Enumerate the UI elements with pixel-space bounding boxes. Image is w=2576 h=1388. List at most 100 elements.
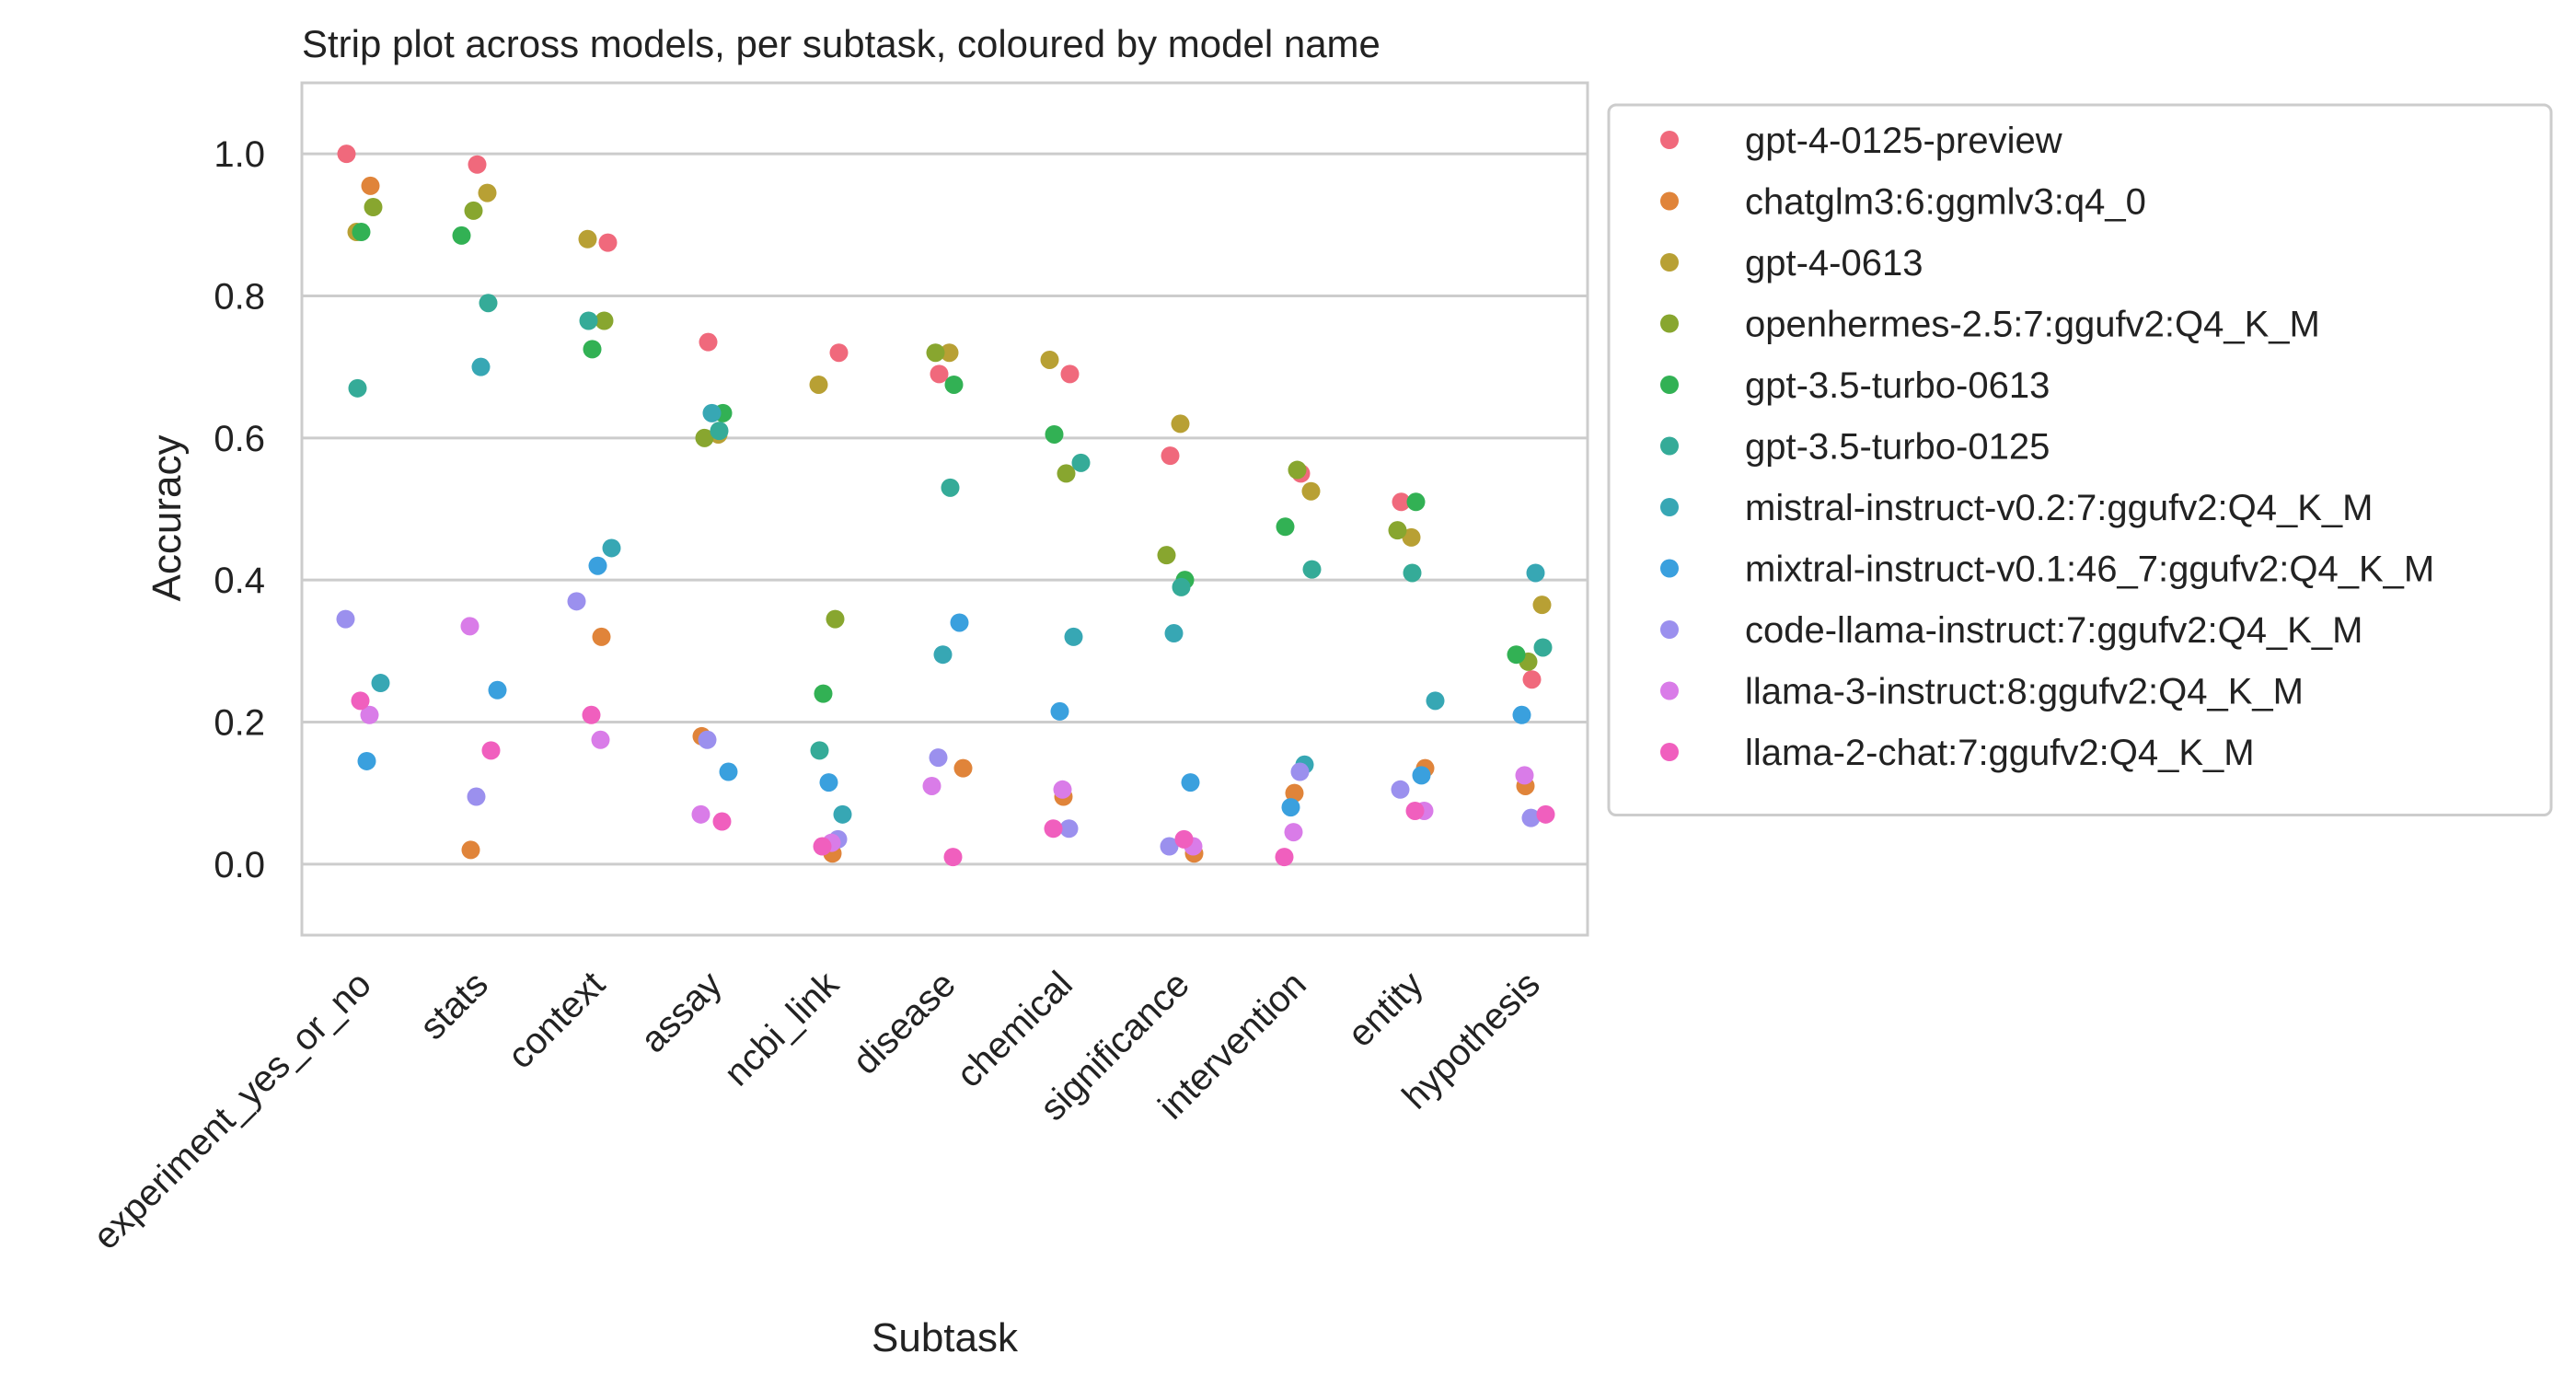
data-point — [1533, 638, 1553, 657]
data-point — [583, 340, 602, 359]
data-point — [1391, 780, 1410, 799]
data-point — [1281, 798, 1300, 817]
data-point — [1053, 780, 1072, 799]
legend-label: code-llama-instruct:7:ggufv2:Q4_K_M — [1745, 610, 2362, 651]
gridlines — [302, 152, 1588, 866]
data-point — [702, 403, 722, 422]
data-point — [1302, 560, 1322, 579]
legend-label: chatglm3:6:ggmlv3:q4_0 — [1745, 182, 2146, 223]
data-point — [930, 364, 949, 384]
data-point — [943, 848, 963, 867]
data-point — [1426, 691, 1445, 711]
data-point — [1161, 446, 1180, 466]
data-point — [1402, 527, 1421, 547]
data-point — [809, 375, 828, 394]
data-point — [1050, 701, 1069, 721]
data-point — [579, 311, 598, 330]
legend-marker — [1660, 376, 1679, 394]
data-point — [826, 609, 845, 629]
data-point — [464, 201, 483, 220]
data-point — [699, 332, 718, 352]
legend-marker — [1660, 314, 1679, 333]
data-point — [1172, 577, 1191, 596]
data-point — [1290, 762, 1310, 781]
legend-marker — [1660, 436, 1679, 456]
data-point — [1522, 670, 1542, 689]
data-point — [471, 357, 491, 376]
data-point — [336, 609, 355, 629]
legend-label: gpt-4-0125-preview — [1745, 121, 2062, 161]
legend-label: llama-2-chat:7:ggufv2:Q4_K_M — [1745, 733, 2255, 773]
legend-marker — [1660, 191, 1679, 211]
data-point — [351, 691, 370, 711]
data-point — [953, 758, 973, 778]
data-point — [1064, 627, 1083, 646]
plot-frame — [300, 81, 1589, 937]
data-point — [1071, 453, 1091, 472]
data-point — [478, 183, 497, 202]
data-point — [1532, 596, 1552, 615]
legend-label: mixtral-instruct-v0.1:46_7:ggufv2:Q4_K_M — [1745, 549, 2434, 590]
data-point — [698, 730, 717, 749]
data-point — [1164, 624, 1184, 643]
data-point — [819, 773, 838, 792]
data-point — [1412, 766, 1431, 785]
y-tick-label: 0.0 — [214, 845, 265, 885]
data-point — [929, 748, 948, 768]
data-point — [598, 233, 618, 252]
data-point — [452, 226, 471, 245]
data-point — [602, 538, 621, 558]
legend-marker — [1660, 743, 1679, 761]
data-point — [1276, 517, 1295, 537]
legend-marker — [1660, 498, 1679, 516]
y-tick-label: 0.4 — [214, 561, 265, 601]
data-point — [360, 705, 379, 724]
data-point — [348, 378, 367, 398]
legend: gpt-4-0125-preview chatglm3:6:ggmlv3:q4_0… — [1607, 103, 2553, 816]
legend-marker — [1660, 253, 1679, 272]
data-point — [361, 176, 380, 195]
data-point — [1045, 424, 1064, 444]
data-point — [364, 198, 383, 217]
data-point — [1512, 705, 1531, 724]
data-points — [336, 145, 1555, 867]
chart-title: Strip plot across models, per subtask, c… — [302, 22, 1380, 65]
data-point — [1275, 848, 1294, 867]
data-point — [1171, 414, 1190, 434]
legend-marker — [1660, 681, 1679, 700]
data-point — [1288, 460, 1307, 480]
data-point — [813, 837, 832, 856]
legend-label: gpt-4-0613 — [1745, 243, 1923, 283]
legend-marker — [1660, 131, 1679, 149]
data-point — [1044, 819, 1063, 839]
y-axis-label: Accuracy — [144, 435, 190, 602]
data-point — [814, 684, 833, 703]
data-point — [1507, 645, 1526, 665]
data-point — [829, 343, 849, 363]
y-tick-labels: 0.0 0.2 0.4 0.6 0.8 1.0 — [214, 134, 265, 885]
data-point — [1521, 808, 1541, 827]
data-point — [1060, 364, 1080, 384]
data-point — [588, 556, 607, 575]
data-point — [582, 705, 601, 724]
data-point — [595, 311, 614, 330]
data-point — [695, 428, 714, 447]
y-tick-label: 1.0 — [214, 134, 265, 175]
data-point — [1406, 492, 1426, 512]
data-point — [1405, 801, 1425, 820]
data-point — [1157, 546, 1176, 565]
legend-label: gpt-3.5-turbo-0125 — [1745, 427, 2050, 468]
data-point — [479, 294, 498, 313]
x-axis-label: Subtask — [872, 1315, 1019, 1360]
data-point — [578, 229, 597, 249]
data-point — [467, 787, 486, 806]
data-point — [712, 812, 732, 831]
y-tick-label: 0.8 — [214, 277, 265, 318]
data-point — [1284, 823, 1303, 842]
data-point — [950, 613, 969, 632]
data-point — [1040, 350, 1059, 369]
data-point — [461, 840, 480, 860]
data-point — [352, 223, 371, 242]
data-point — [1403, 563, 1422, 583]
